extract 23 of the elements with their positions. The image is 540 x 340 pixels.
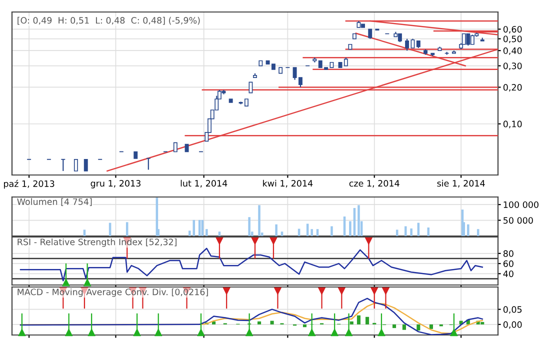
x-tick-label: cze 1, 2014: [349, 180, 400, 188]
y-tick-label: 0,05: [503, 306, 522, 314]
x-tick-label: kwi 1, 2014: [263, 180, 313, 188]
y-tick-label: 0,00: [503, 321, 522, 329]
x-tick-label: sie 1, 2014: [437, 180, 485, 188]
y-tick-label: 50 000: [504, 217, 533, 224]
chart-title: MACD - Moving Average Conv. Div. [0,0216]: [18, 288, 208, 297]
x-tick-label: paź 1, 2013: [4, 180, 54, 189]
y-tick-label: 100 000: [504, 201, 538, 208]
y-tick-label: 0,20: [503, 84, 522, 92]
y-tick-label: 0,40: [503, 47, 522, 55]
y-tick-label: 0,50: [503, 36, 522, 44]
y-tick-label: 60: [503, 260, 514, 268]
y-tick-label: 80: [503, 250, 514, 257]
chart-title: RSI - Relative Strength Index [52,32]: [18, 238, 176, 247]
chart-title: Wolumen [4 754]: [17, 198, 92, 206]
y-tick-label: 0,30: [503, 62, 522, 70]
y-tick-label: 0,10: [503, 120, 522, 128]
x-tick-label: gru 1, 2013: [90, 180, 140, 188]
y-tick-label: 40: [503, 270, 514, 278]
text: [O: 0,49 H: 0,51 L: 0,48 C: 0,48] (-5,9%): [18, 16, 200, 25]
x-tick-label: lut 1, 2014: [180, 180, 228, 188]
y-tick-label: 0,60: [503, 26, 522, 34]
